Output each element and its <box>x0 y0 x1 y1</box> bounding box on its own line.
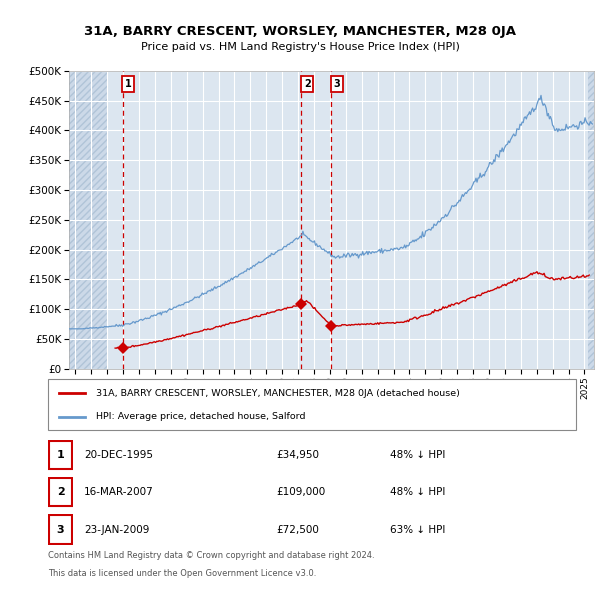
Text: £34,950: £34,950 <box>276 450 319 460</box>
Text: 1: 1 <box>57 450 64 460</box>
Text: This data is licensed under the Open Government Licence v3.0.: This data is licensed under the Open Gov… <box>48 569 316 578</box>
FancyBboxPatch shape <box>49 478 72 506</box>
Text: 1: 1 <box>125 79 132 89</box>
Text: 31A, BARRY CRESCENT, WORSLEY, MANCHESTER, M28 0JA (detached house): 31A, BARRY CRESCENT, WORSLEY, MANCHESTER… <box>95 389 460 398</box>
Text: HPI: Average price, detached house, Salford: HPI: Average price, detached house, Salf… <box>95 412 305 421</box>
Text: 2: 2 <box>57 487 64 497</box>
FancyBboxPatch shape <box>49 441 72 469</box>
FancyBboxPatch shape <box>48 379 576 430</box>
Text: Contains HM Land Registry data © Crown copyright and database right 2024.: Contains HM Land Registry data © Crown c… <box>48 551 374 560</box>
Text: £72,500: £72,500 <box>276 525 319 535</box>
Text: 16-MAR-2007: 16-MAR-2007 <box>84 487 154 497</box>
Text: 63% ↓ HPI: 63% ↓ HPI <box>390 525 445 535</box>
Text: 2: 2 <box>304 79 311 89</box>
Text: 23-JAN-2009: 23-JAN-2009 <box>84 525 149 535</box>
Text: 20-DEC-1995: 20-DEC-1995 <box>84 450 153 460</box>
Text: 48% ↓ HPI: 48% ↓ HPI <box>390 450 445 460</box>
Text: 3: 3 <box>333 79 340 89</box>
Text: Price paid vs. HM Land Registry's House Price Index (HPI): Price paid vs. HM Land Registry's House … <box>140 42 460 53</box>
Text: 31A, BARRY CRESCENT, WORSLEY, MANCHESTER, M28 0JA: 31A, BARRY CRESCENT, WORSLEY, MANCHESTER… <box>84 25 516 38</box>
Text: 48% ↓ HPI: 48% ↓ HPI <box>390 487 445 497</box>
Text: 3: 3 <box>57 525 64 535</box>
FancyBboxPatch shape <box>49 516 72 543</box>
Text: £109,000: £109,000 <box>276 487 325 497</box>
